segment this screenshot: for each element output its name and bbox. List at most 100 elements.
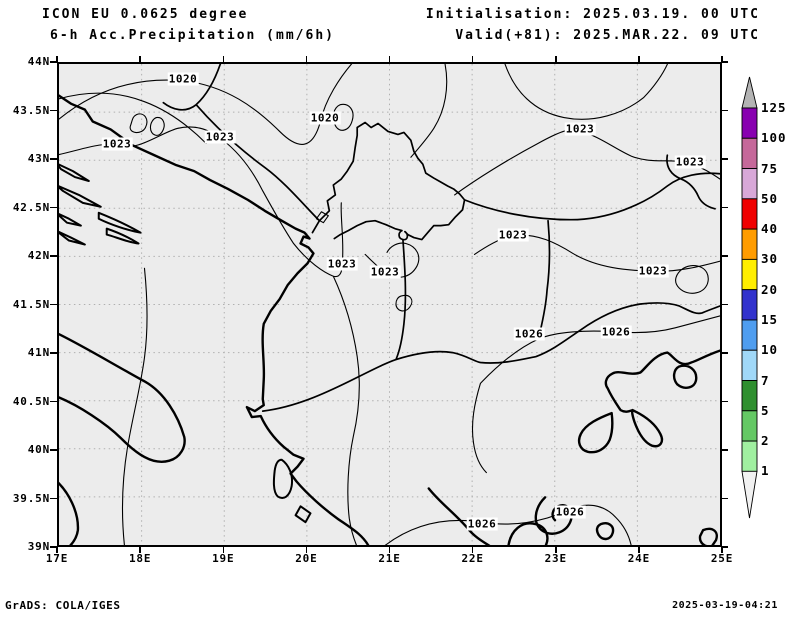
x-tick — [222, 547, 224, 553]
x-axis-label-21E: 21E — [378, 552, 401, 565]
y-tick-right — [722, 61, 728, 63]
isobar-1026-south — [383, 505, 631, 545]
isobar-label-1026: 1026 — [513, 327, 545, 341]
isobar-label-1023: 1023 — [564, 122, 596, 136]
y-tick — [50, 546, 57, 548]
x-tick — [139, 547, 141, 553]
border-croatia-bosnia — [163, 64, 319, 233]
y-tick — [50, 400, 57, 403]
y-tick-right — [722, 352, 728, 354]
isobar-small-cells — [59, 93, 206, 143]
x-axis-label-19E: 19E — [212, 552, 235, 565]
corfu-island — [274, 460, 311, 522]
y-tick — [50, 158, 57, 160]
x-tick — [305, 547, 308, 553]
init-time-label: Initialisation: 2025.03.19. 00 UTC — [425, 7, 760, 22]
y-tick — [50, 255, 57, 257]
x-tick-top — [139, 56, 141, 62]
colorbar-band — [741, 380, 758, 412]
isobar-label-1023: 1023 — [369, 265, 401, 279]
colorbar-tick-5: 5 — [761, 402, 770, 418]
border-albania-macedonia-greece — [263, 240, 720, 412]
y-tick-right — [722, 449, 728, 451]
colorbar-tick-50: 50 — [761, 190, 779, 206]
isobar-label-1023: 1023 — [637, 264, 669, 278]
isobar-label-1026: 1026 — [554, 505, 586, 519]
y-tick-right — [722, 206, 728, 209]
x-tick — [56, 547, 58, 553]
map-canvas — [57, 62, 722, 547]
x-tick-top — [56, 56, 58, 62]
x-axis-label-20E: 20E — [295, 552, 318, 565]
y-tick — [50, 352, 57, 354]
colorbar-band — [741, 289, 758, 321]
isobar-1023-east — [396, 235, 720, 311]
map-vector-layer — [59, 64, 720, 545]
y-axis-label-39N: 39N — [27, 540, 50, 553]
isobar-label-1026: 1026 — [600, 325, 632, 339]
lat-lon-grid — [59, 64, 720, 545]
colorbar-tick-1: 1 — [761, 463, 770, 479]
x-tick-top — [305, 56, 308, 62]
adriatic-coastline — [59, 94, 369, 545]
colorbar-band — [741, 168, 758, 200]
colorbar-band — [741, 258, 758, 291]
grads-credit-label: GrADS: COLA/IGES — [5, 599, 121, 612]
x-axis-label-17E: 17E — [45, 552, 69, 565]
y-tick-right — [722, 546, 728, 548]
y-axis-label-39.5N: 39.5N — [12, 491, 50, 505]
aegean-coastline — [579, 350, 720, 545]
x-axis-label-24E: 24E — [627, 552, 651, 565]
x-tick-top — [388, 56, 391, 62]
x-axis-label-23E: 23E — [544, 552, 567, 565]
isobar-label-1023: 1023 — [101, 137, 133, 151]
y-tick — [50, 206, 57, 209]
colorbar-band — [741, 137, 758, 170]
isobar-1023-west — [59, 127, 359, 545]
field-title: 6-h Acc.Precipitation (mm/6h) — [50, 28, 335, 43]
y-axis-label-40.5N: 40.5N — [12, 394, 50, 408]
isobar-1020-north — [411, 64, 668, 157]
valid-time-label: Valid(+81): 2025.MAR.22. 09 UTC — [455, 28, 760, 43]
colorbar-tick-125: 125 — [761, 100, 787, 115]
border-serbia-kosovo — [319, 123, 464, 240]
y-tick — [50, 303, 57, 306]
y-axis-label-41N: 41N — [27, 346, 50, 359]
y-tick-right — [722, 303, 728, 306]
colorbar-band — [741, 410, 758, 442]
x-tick — [721, 547, 723, 553]
y-axis-label-40N: 40N — [27, 443, 50, 456]
colorbar-tick-40: 40 — [761, 221, 779, 237]
isobar-label-1023: 1023 — [497, 228, 529, 242]
colorbar-tick-10: 10 — [761, 342, 779, 358]
coastlines — [59, 94, 720, 545]
colorbar-band — [741, 198, 758, 230]
precipitation-colorbar — [741, 76, 758, 519]
isobar-label-1023: 1023 — [326, 257, 358, 271]
y-tick — [50, 449, 57, 451]
x-tick-top — [638, 56, 640, 62]
x-tick — [555, 547, 557, 553]
country-borders — [163, 64, 720, 411]
colorbar-tick-75: 75 — [761, 160, 779, 176]
y-axis-label-43.5N: 43.5N — [12, 103, 50, 117]
colorbar-band — [741, 107, 758, 139]
y-tick — [50, 61, 57, 63]
y-axis-label-42.5N: 42.5N — [12, 200, 50, 214]
border-serbia-bulgaria — [465, 155, 720, 332]
y-axis-label-43N: 43N — [27, 152, 50, 165]
colorbar-tick-30: 30 — [761, 251, 779, 267]
model-title: ICON EU 0.0625 degree — [42, 7, 249, 22]
dalmatian-islands — [59, 163, 141, 244]
y-axis-label-42N: 42N — [27, 249, 50, 262]
isobar-label-1023: 1023 — [204, 130, 236, 144]
x-tick — [638, 547, 640, 553]
colorbar-band — [741, 440, 758, 472]
x-axis-label-18E: 18E — [128, 552, 152, 565]
isobar-label-1020: 1020 — [309, 111, 341, 125]
x-tick-top — [222, 56, 224, 62]
isobar-label-1020: 1020 — [167, 72, 199, 86]
colorbar-band — [741, 228, 758, 260]
colorbar-tick-2: 2 — [761, 433, 770, 449]
